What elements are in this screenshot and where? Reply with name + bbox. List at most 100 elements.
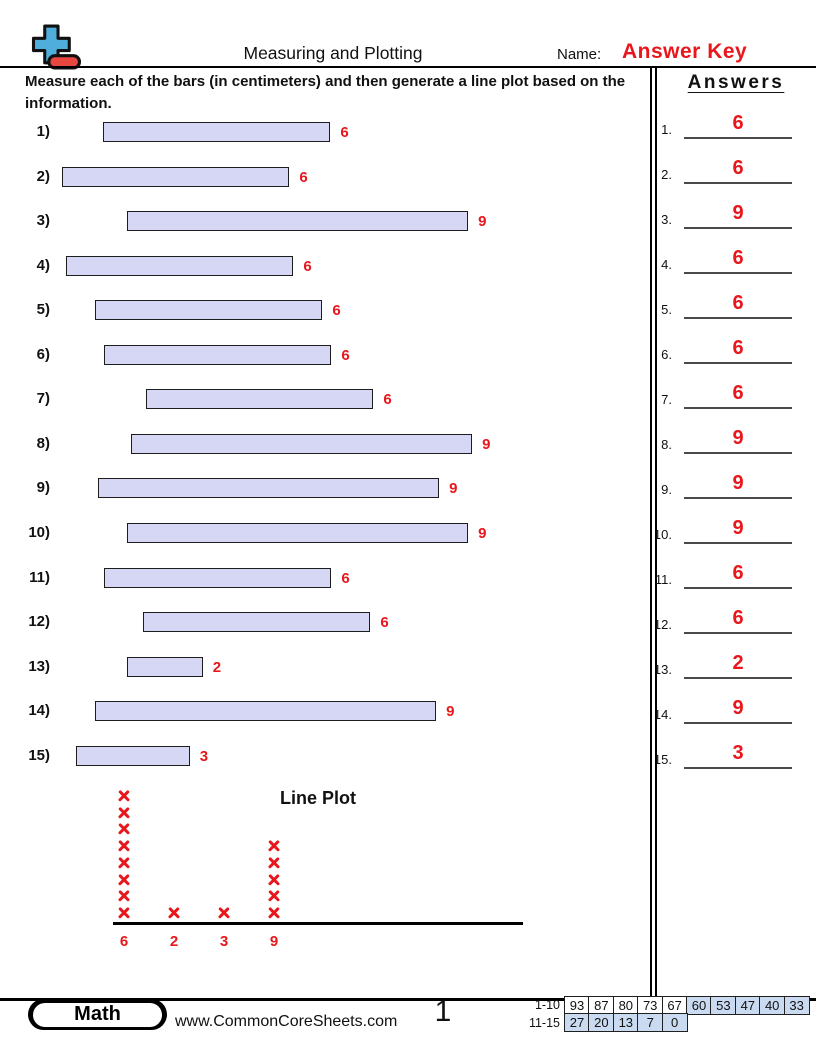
plus-minus-logo <box>31 24 82 70</box>
measure-bar <box>127 656 203 677</box>
bar-measurement-value: 9 <box>446 703 455 721</box>
answer-line <box>684 137 792 139</box>
x-mark-icon <box>167 907 181 919</box>
page-number: 1 <box>434 995 452 1028</box>
answer-line <box>684 182 792 184</box>
score-row2-label: 11-15 <box>528 1015 560 1030</box>
answer-line <box>684 542 792 544</box>
answer-number: 9. <box>661 482 672 497</box>
x-column <box>267 840 281 919</box>
answer-line <box>684 722 792 724</box>
answers-separator <box>650 66 657 998</box>
score-row1-label: 1-10 <box>534 998 560 1012</box>
answer-number: 1. <box>661 122 672 137</box>
bar-measurement-value: 9 <box>478 213 487 231</box>
answer-number: 12. <box>653 617 672 632</box>
score-cell: 60 <box>686 995 712 1015</box>
answer-value: 6 <box>732 292 744 314</box>
answers-title: Answers <box>687 72 785 93</box>
measure-bar <box>127 522 469 543</box>
x-mark-icon <box>117 807 131 819</box>
score-cell: 47 <box>734 995 761 1015</box>
answer-value: 6 <box>732 112 744 134</box>
problem-number: 11) <box>29 568 50 586</box>
answer-value: 9 <box>732 472 744 494</box>
measure-bar <box>103 122 331 142</box>
answer-line <box>684 587 792 589</box>
score-cell: 87 <box>588 995 615 1015</box>
measure-bar <box>95 300 323 321</box>
answer-value: 2 <box>732 652 744 674</box>
lineplot-tick-label: 2 <box>169 933 179 950</box>
x-mark-icon <box>267 907 281 919</box>
answer-value: 6 <box>732 382 744 404</box>
answer-number: 5. <box>661 302 672 317</box>
answer-line <box>684 317 792 319</box>
answer-line <box>684 497 792 499</box>
subject-badge-label: Math <box>33 1002 162 1027</box>
answer-value: 6 <box>732 247 744 269</box>
problem-number: 8) <box>36 434 50 452</box>
measure-bar <box>127 211 469 232</box>
bar-measurement-value: 6 <box>341 346 350 364</box>
bar-measurement-value: 9 <box>478 524 487 542</box>
answer-number: 7. <box>661 392 672 407</box>
problem-number: 6) <box>36 345 50 363</box>
problem-number: 3) <box>36 212 50 230</box>
lineplot-tick-label: 3 <box>219 933 229 950</box>
bar-measurement-value: 3 <box>199 747 209 765</box>
answer-value: 9 <box>732 517 744 539</box>
measure-bar <box>95 701 437 722</box>
x-mark-icon <box>117 907 131 919</box>
problem-number: 2) <box>36 167 50 185</box>
x-mark-icon <box>217 907 231 919</box>
score-cell: 67 <box>661 995 688 1015</box>
measure-bar <box>131 433 473 454</box>
answer-key-text: Answer Key <box>622 40 748 63</box>
answer-value: 9 <box>732 697 744 719</box>
problem-number: 10) <box>28 523 50 541</box>
answer-line <box>684 227 792 229</box>
name-label: Name: <box>557 46 602 63</box>
x-mark-icon <box>117 823 131 835</box>
lineplot-tick-label: 6 <box>119 933 129 950</box>
bar-measurement-value: 6 <box>299 168 308 186</box>
problem-number: 1) <box>36 123 50 140</box>
answer-line <box>684 272 792 274</box>
problem-number: 15) <box>28 746 50 764</box>
x-mark-icon <box>117 840 131 852</box>
score-cell: 33 <box>783 995 810 1015</box>
answer-value: 6 <box>732 562 744 584</box>
measure-bar <box>62 166 290 187</box>
x-mark-icon <box>267 890 281 902</box>
answer-line <box>684 767 792 769</box>
x-column <box>167 907 181 919</box>
answer-number: 13. <box>653 662 672 677</box>
x-mark-icon <box>117 857 131 869</box>
problem-number: 14) <box>28 702 50 720</box>
problem-number: 9) <box>36 479 50 497</box>
problem-number: 7) <box>36 390 50 408</box>
website-text: www.CommonCoreSheets.com <box>175 1013 398 1030</box>
answer-value: 6 <box>732 337 744 359</box>
answer-number: 4. <box>661 257 672 272</box>
instructions-line2: information. <box>25 95 112 112</box>
bar-measurement-value: 2 <box>212 658 222 676</box>
measure-bar <box>98 478 440 499</box>
score-cell: 27 <box>564 1012 590 1032</box>
bar-measurement-value: 9 <box>482 435 491 453</box>
footer-rule <box>0 998 816 1001</box>
bar-measurement-value: 9 <box>449 480 458 498</box>
problem-number: 5) <box>36 301 50 319</box>
score-cell: 40 <box>759 995 786 1015</box>
lineplot-axis-line <box>113 922 523 925</box>
problem-number: 4) <box>36 256 50 274</box>
score-cell: 0 <box>661 1012 688 1032</box>
answer-value: 6 <box>732 607 744 629</box>
measure-bar <box>146 389 374 410</box>
score-cell: 80 <box>612 995 639 1015</box>
x-column <box>217 907 231 919</box>
subject-badge: Math <box>28 999 167 1030</box>
x-column <box>117 790 131 919</box>
